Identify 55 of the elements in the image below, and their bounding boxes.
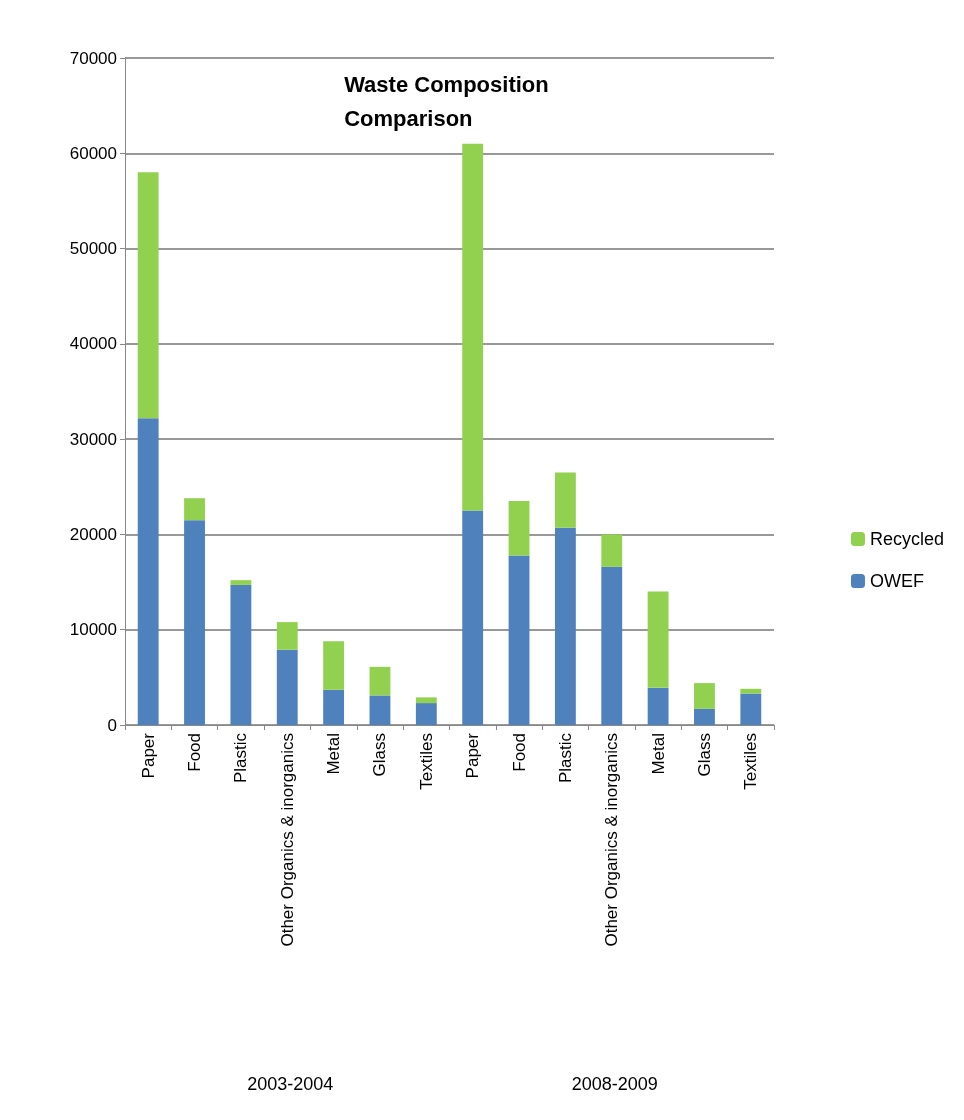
x-tick-label: Metal xyxy=(324,733,344,775)
bar xyxy=(740,693,762,725)
text: Waste Composition Comparison xyxy=(344,71,549,131)
text: 2003-2004 xyxy=(247,1074,334,1094)
bar xyxy=(323,689,345,725)
x-tick-label: Plastic xyxy=(231,732,251,784)
bar xyxy=(508,501,530,556)
bar xyxy=(508,555,530,725)
bar xyxy=(647,687,669,725)
y-tick-label: 70000 xyxy=(69,48,117,68)
bar xyxy=(415,703,437,725)
x-tick-label: Textiles xyxy=(416,733,436,790)
y-tick-label: 60000 xyxy=(69,143,117,163)
bar xyxy=(323,641,345,690)
bar xyxy=(694,708,715,725)
x-tick-label: Glass xyxy=(694,733,714,777)
bar xyxy=(554,527,576,725)
text: 2008-2009 xyxy=(571,1074,658,1094)
x-tick-label: Other Organics & inorganics xyxy=(277,733,297,947)
y-tick-label: 40000 xyxy=(69,334,117,354)
bar xyxy=(230,584,252,725)
y-tick-label: 20000 xyxy=(69,524,117,544)
legend-label: OWEF xyxy=(869,571,924,591)
bar xyxy=(137,172,159,419)
bar xyxy=(276,622,298,650)
bar xyxy=(369,666,391,696)
x-tick-label: Glass xyxy=(370,733,390,777)
x-tick-label: Paper xyxy=(463,732,483,779)
y-tick-label: 50000 xyxy=(69,239,117,259)
bar xyxy=(740,688,762,694)
x-tick-label: Other Organics & inorganics xyxy=(602,733,622,947)
bar xyxy=(369,695,391,725)
x-tick-label: Food xyxy=(509,733,529,772)
bar xyxy=(694,683,715,709)
bar xyxy=(230,580,252,585)
bar xyxy=(276,649,298,725)
y-tick-label: 30000 xyxy=(69,429,117,449)
x-tick-label: Food xyxy=(185,733,205,772)
x-tick-label: Paper xyxy=(138,732,158,779)
x-tick-label: Plastic xyxy=(555,732,575,784)
y-tick-label: 0 xyxy=(107,715,117,735)
bar xyxy=(415,697,437,704)
bar xyxy=(184,498,205,521)
x-tick-label: Metal xyxy=(648,733,668,775)
bar xyxy=(601,566,623,725)
bar xyxy=(647,591,669,688)
bar xyxy=(554,472,576,528)
legend-label: Recycled xyxy=(869,529,944,549)
bar xyxy=(137,418,159,725)
bar xyxy=(462,143,484,511)
bar xyxy=(184,520,205,725)
x-tick-label: Textiles xyxy=(741,733,761,790)
bar xyxy=(601,534,623,567)
y-tick-label: 10000 xyxy=(69,620,117,640)
bar xyxy=(462,510,484,725)
